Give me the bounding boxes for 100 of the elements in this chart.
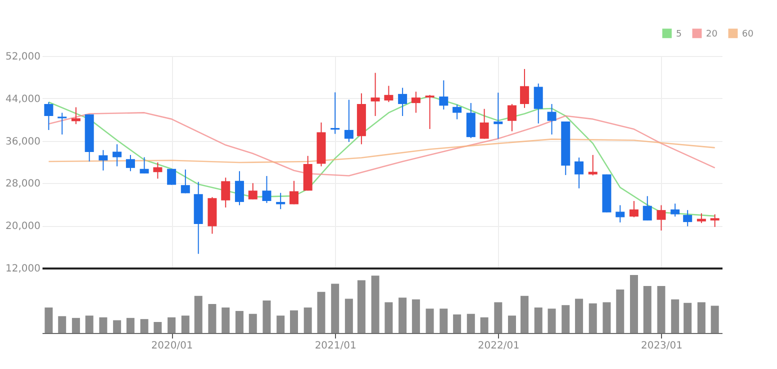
- candlestick: [411, 91, 420, 114]
- bar: [99, 317, 108, 333]
- candlestick: [520, 68, 530, 108]
- bar: [453, 314, 462, 333]
- bar: [588, 303, 597, 333]
- candlestick: [452, 104, 462, 120]
- x-tick-label: 2021/01: [314, 340, 356, 352]
- candlestick: [656, 204, 666, 232]
- bar: [630, 275, 638, 333]
- candlestick: [494, 92, 503, 140]
- bar: [548, 308, 556, 333]
- bar: [480, 317, 488, 333]
- candlestick: [616, 204, 625, 223]
- bar: [575, 298, 584, 333]
- candlestick: [167, 168, 176, 186]
- candlestick: [439, 80, 448, 110]
- y-tick-label: 52,000: [6, 52, 40, 62]
- candlestick: [574, 157, 584, 189]
- bar: [168, 317, 176, 333]
- bar: [466, 314, 475, 333]
- candlestick: [547, 104, 556, 135]
- bar: [643, 286, 652, 333]
- candlestick: [696, 212, 706, 224]
- bar: [371, 276, 380, 333]
- candlestick: [683, 210, 692, 227]
- line-series: [48, 112, 716, 176]
- bar: [440, 308, 448, 333]
- bar: [602, 302, 611, 333]
- candlestick: [384, 85, 394, 103]
- y-tick-label: 28,000: [6, 178, 40, 190]
- legend-label: 5: [676, 29, 682, 40]
- bar: [276, 316, 285, 333]
- bar: [412, 299, 420, 333]
- y-tick-label: 44,000: [6, 94, 40, 105]
- bar: [194, 296, 202, 333]
- bar: [426, 308, 434, 333]
- candlestick: [344, 99, 354, 142]
- x-tick-label: 2023/01: [640, 340, 683, 352]
- line-series: [48, 138, 716, 164]
- x-tick-label: 2022/01: [478, 340, 520, 352]
- candlestick: [629, 200, 638, 218]
- candlestick: [262, 176, 272, 204]
- bar: [181, 316, 190, 333]
- candlestick: [44, 102, 54, 130]
- bar: [304, 307, 312, 333]
- bar: [520, 296, 529, 333]
- candlestick: [98, 150, 108, 171]
- bar: [616, 290, 624, 333]
- candlestick: [58, 112, 67, 135]
- bar: [113, 320, 122, 333]
- candlestick: [642, 196, 652, 221]
- candlestick: [180, 169, 190, 194]
- bar: [357, 280, 366, 333]
- bar: [508, 316, 516, 333]
- bar: [140, 319, 148, 333]
- bar: [398, 298, 407, 333]
- candlestick: [534, 83, 543, 124]
- bar: [262, 300, 271, 333]
- candlestick: [153, 162, 162, 180]
- bar: [384, 302, 393, 333]
- candlestick: [221, 177, 230, 208]
- bar: [684, 302, 692, 333]
- bar: [710, 306, 719, 333]
- candlestick: [370, 72, 380, 116]
- candlestick: [140, 156, 149, 174]
- candlestick: [670, 203, 680, 218]
- bar: [235, 310, 244, 333]
- bar: [494, 302, 502, 333]
- bar: [290, 310, 298, 333]
- bar: [126, 318, 134, 333]
- candlestick: [710, 214, 720, 228]
- y-tick-label: 36,000: [6, 136, 40, 148]
- legend-label: 60: [742, 29, 754, 40]
- candlestick: [480, 108, 489, 140]
- candlestick: [508, 104, 517, 132]
- candlestick: [248, 182, 258, 200]
- bar: [534, 307, 542, 333]
- candlestick: [289, 180, 298, 205]
- bar: [44, 307, 53, 333]
- legend-label: 20: [706, 29, 718, 40]
- y-tick-label: 12,000: [6, 264, 40, 274]
- x-tick-label: 2020/01: [151, 340, 193, 352]
- candlestick: [112, 144, 122, 167]
- bar: [154, 322, 162, 333]
- bar: [562, 305, 570, 333]
- bar: [208, 304, 216, 333]
- bar: [671, 299, 680, 333]
- candlestick: [126, 154, 135, 172]
- bar: [697, 302, 706, 333]
- bar: [58, 316, 66, 333]
- bar: [657, 286, 666, 333]
- candlestick: [330, 92, 340, 134]
- bar: [344, 298, 353, 333]
- candlestick: [425, 94, 434, 130]
- candlestick: [234, 170, 244, 206]
- bar: [317, 292, 326, 333]
- y-tick-label: 20,000: [6, 221, 40, 232]
- bar: [222, 307, 230, 333]
- candlestick: [588, 154, 598, 176]
- bar: [72, 318, 80, 333]
